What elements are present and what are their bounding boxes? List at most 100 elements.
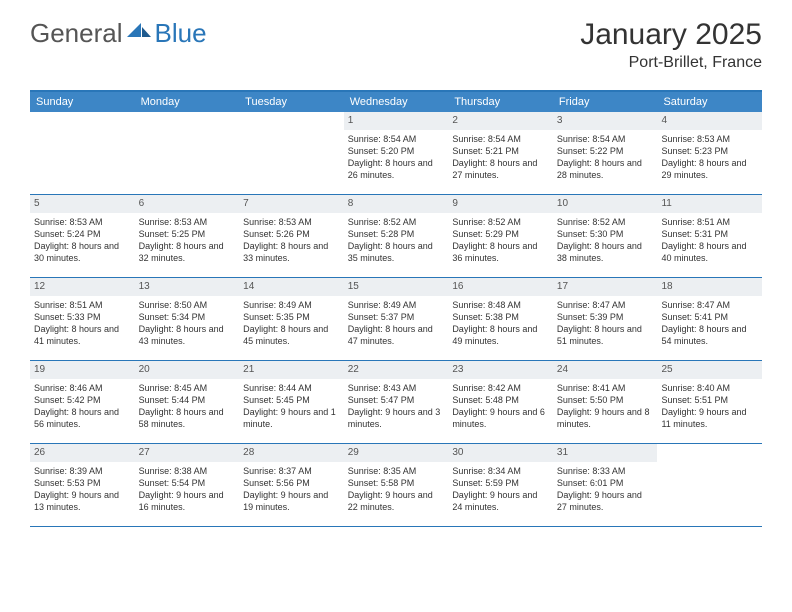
day-cell: 10Sunrise: 8:52 AMSunset: 5:30 PMDayligh… [553, 195, 658, 277]
daylight-line: Daylight: 9 hours and 16 minutes. [139, 489, 236, 513]
daylight-line: Daylight: 8 hours and 43 minutes. [139, 323, 236, 347]
day-cell: 19Sunrise: 8:46 AMSunset: 5:42 PMDayligh… [30, 361, 135, 443]
day-content: Sunrise: 8:52 AMSunset: 5:29 PMDaylight:… [448, 213, 553, 269]
sunrise-line: Sunrise: 8:53 AM [661, 133, 758, 145]
sunset-line: Sunset: 5:59 PM [452, 477, 549, 489]
daylight-line: Daylight: 8 hours and 29 minutes. [661, 157, 758, 181]
sunrise-line: Sunrise: 8:39 AM [34, 465, 131, 477]
day-cell: 28Sunrise: 8:37 AMSunset: 5:56 PMDayligh… [239, 444, 344, 526]
daylight-line: Daylight: 8 hours and 45 minutes. [243, 323, 340, 347]
day-cell: 12Sunrise: 8:51 AMSunset: 5:33 PMDayligh… [30, 278, 135, 360]
calendar-body: 1Sunrise: 8:54 AMSunset: 5:20 PMDaylight… [30, 112, 762, 527]
empty-day-cell [30, 112, 135, 194]
daylight-line: Daylight: 9 hours and 6 minutes. [452, 406, 549, 430]
daylight-line: Daylight: 8 hours and 40 minutes. [661, 240, 758, 264]
day-number: 13 [135, 278, 240, 296]
day-cell: 25Sunrise: 8:40 AMSunset: 5:51 PMDayligh… [657, 361, 762, 443]
daylight-line: Daylight: 9 hours and 1 minute. [243, 406, 340, 430]
day-number: 23 [448, 361, 553, 379]
month-title: January 2025 [580, 18, 762, 52]
sunset-line: Sunset: 5:50 PM [557, 394, 654, 406]
sunrise-line: Sunrise: 8:54 AM [557, 133, 654, 145]
daylight-line: Daylight: 8 hours and 33 minutes. [243, 240, 340, 264]
sunset-line: Sunset: 5:48 PM [452, 394, 549, 406]
day-content: Sunrise: 8:42 AMSunset: 5:48 PMDaylight:… [448, 379, 553, 435]
sunset-line: Sunset: 5:35 PM [243, 311, 340, 323]
daylight-line: Daylight: 9 hours and 24 minutes. [452, 489, 549, 513]
daylight-line: Daylight: 8 hours and 47 minutes. [348, 323, 445, 347]
daylight-line: Daylight: 8 hours and 35 minutes. [348, 240, 445, 264]
sunrise-line: Sunrise: 8:54 AM [452, 133, 549, 145]
logo: General Blue [30, 18, 207, 49]
sunrise-line: Sunrise: 8:33 AM [557, 465, 654, 477]
day-number: 28 [239, 444, 344, 462]
day-content: Sunrise: 8:53 AMSunset: 5:24 PMDaylight:… [30, 213, 135, 269]
sunset-line: Sunset: 5:30 PM [557, 228, 654, 240]
day-number: 27 [135, 444, 240, 462]
day-content: Sunrise: 8:49 AMSunset: 5:35 PMDaylight:… [239, 296, 344, 352]
daylight-line: Daylight: 8 hours and 56 minutes. [34, 406, 131, 430]
day-cell: 21Sunrise: 8:44 AMSunset: 5:45 PMDayligh… [239, 361, 344, 443]
day-cell: 1Sunrise: 8:54 AMSunset: 5:20 PMDaylight… [344, 112, 449, 194]
day-number: 9 [448, 195, 553, 213]
sunrise-line: Sunrise: 8:37 AM [243, 465, 340, 477]
day-number: 20 [135, 361, 240, 379]
sunrise-line: Sunrise: 8:49 AM [348, 299, 445, 311]
sunrise-line: Sunrise: 8:52 AM [557, 216, 654, 228]
sunset-line: Sunset: 5:25 PM [139, 228, 236, 240]
sunset-line: Sunset: 5:53 PM [34, 477, 131, 489]
day-number: 17 [553, 278, 658, 296]
sunset-line: Sunset: 5:44 PM [139, 394, 236, 406]
day-number: 19 [30, 361, 135, 379]
calendar: SundayMondayTuesdayWednesdayThursdayFrid… [30, 90, 762, 527]
sunrise-line: Sunrise: 8:49 AM [243, 299, 340, 311]
sunrise-line: Sunrise: 8:48 AM [452, 299, 549, 311]
daylight-line: Daylight: 8 hours and 41 minutes. [34, 323, 131, 347]
day-content: Sunrise: 8:52 AMSunset: 5:30 PMDaylight:… [553, 213, 658, 269]
day-number: 7 [239, 195, 344, 213]
day-number: 6 [135, 195, 240, 213]
sunrise-line: Sunrise: 8:35 AM [348, 465, 445, 477]
day-content: Sunrise: 8:53 AMSunset: 5:25 PMDaylight:… [135, 213, 240, 269]
day-cell: 24Sunrise: 8:41 AMSunset: 5:50 PMDayligh… [553, 361, 658, 443]
day-cell: 15Sunrise: 8:49 AMSunset: 5:37 PMDayligh… [344, 278, 449, 360]
day-number: 10 [553, 195, 658, 213]
weekday-header: Tuesday [239, 92, 344, 112]
sunset-line: Sunset: 5:41 PM [661, 311, 758, 323]
day-number: 22 [344, 361, 449, 379]
daylight-line: Daylight: 8 hours and 51 minutes. [557, 323, 654, 347]
day-number: 16 [448, 278, 553, 296]
sunrise-line: Sunrise: 8:34 AM [452, 465, 549, 477]
day-cell: 18Sunrise: 8:47 AMSunset: 5:41 PMDayligh… [657, 278, 762, 360]
day-content: Sunrise: 8:44 AMSunset: 5:45 PMDaylight:… [239, 379, 344, 435]
daylight-line: Daylight: 9 hours and 27 minutes. [557, 489, 654, 513]
sunset-line: Sunset: 5:42 PM [34, 394, 131, 406]
daylight-line: Daylight: 8 hours and 36 minutes. [452, 240, 549, 264]
day-content: Sunrise: 8:53 AMSunset: 5:26 PMDaylight:… [239, 213, 344, 269]
day-cell: 17Sunrise: 8:47 AMSunset: 5:39 PMDayligh… [553, 278, 658, 360]
sunset-line: Sunset: 5:33 PM [34, 311, 131, 323]
day-cell: 29Sunrise: 8:35 AMSunset: 5:58 PMDayligh… [344, 444, 449, 526]
day-content: Sunrise: 8:41 AMSunset: 5:50 PMDaylight:… [553, 379, 658, 435]
day-cell: 27Sunrise: 8:38 AMSunset: 5:54 PMDayligh… [135, 444, 240, 526]
day-cell: 2Sunrise: 8:54 AMSunset: 5:21 PMDaylight… [448, 112, 553, 194]
day-number: 1 [344, 112, 449, 130]
sunset-line: Sunset: 5:28 PM [348, 228, 445, 240]
day-content: Sunrise: 8:54 AMSunset: 5:22 PMDaylight:… [553, 130, 658, 186]
week-row: 26Sunrise: 8:39 AMSunset: 5:53 PMDayligh… [30, 444, 762, 527]
day-content: Sunrise: 8:39 AMSunset: 5:53 PMDaylight:… [30, 462, 135, 518]
day-number: 24 [553, 361, 658, 379]
sunset-line: Sunset: 5:38 PM [452, 311, 549, 323]
day-cell: 5Sunrise: 8:53 AMSunset: 5:24 PMDaylight… [30, 195, 135, 277]
daylight-line: Daylight: 8 hours and 58 minutes. [139, 406, 236, 430]
day-cell: 9Sunrise: 8:52 AMSunset: 5:29 PMDaylight… [448, 195, 553, 277]
day-cell: 22Sunrise: 8:43 AMSunset: 5:47 PMDayligh… [344, 361, 449, 443]
daylight-line: Daylight: 8 hours and 26 minutes. [348, 157, 445, 181]
weekday-header: Friday [553, 92, 658, 112]
sunrise-line: Sunrise: 8:51 AM [34, 299, 131, 311]
sunset-line: Sunset: 5:51 PM [661, 394, 758, 406]
day-content: Sunrise: 8:47 AMSunset: 5:39 PMDaylight:… [553, 296, 658, 352]
sunrise-line: Sunrise: 8:38 AM [139, 465, 236, 477]
weekday-header: Wednesday [344, 92, 449, 112]
day-number: 30 [448, 444, 553, 462]
